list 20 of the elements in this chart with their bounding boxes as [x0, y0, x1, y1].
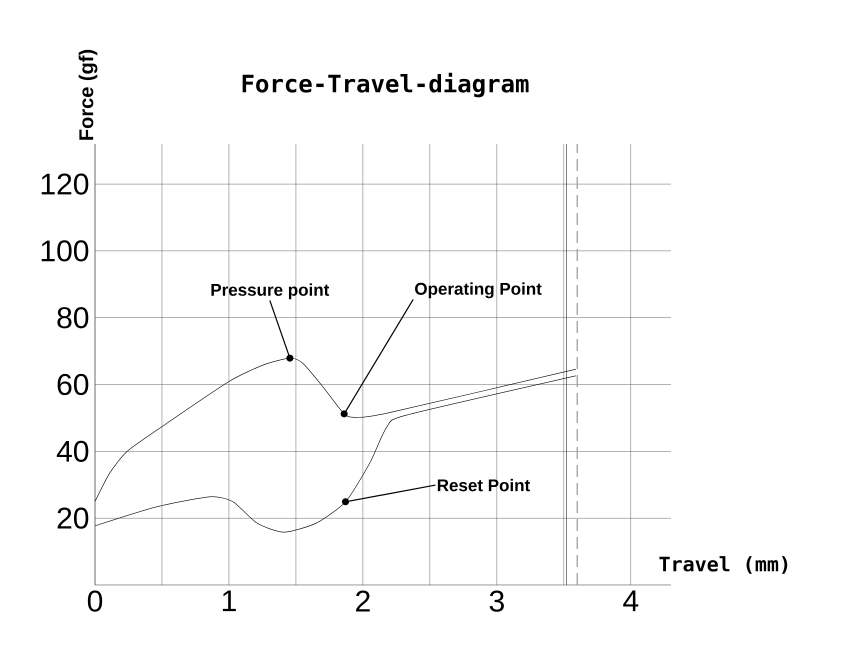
y-tick-label: 120: [42, 173, 88, 195]
x-tick-label: 1: [222, 590, 236, 612]
point: [286, 354, 294, 362]
x-tick-label: 0: [88, 590, 102, 612]
annotation: Operating Point: [415, 282, 542, 298]
x-axis-title: Travel (mm): [659, 556, 788, 574]
y-tick-label: 60: [58, 374, 88, 396]
point: [340, 410, 348, 418]
x-tick-label: 4: [623, 590, 638, 612]
point: [342, 498, 349, 506]
annotation: Reset Point: [438, 478, 530, 492]
y-tick-label: 20: [58, 508, 88, 529]
x-tick-label: 3: [490, 590, 504, 612]
chart-title: Force-Travel-diagram: [242, 72, 529, 98]
y-tick-label: 80: [57, 307, 88, 328]
y-tick-label: 100: [42, 240, 88, 262]
y-axis-title: Force (gf): [78, 50, 98, 140]
y-tick-label: 40: [56, 440, 88, 462]
x-tick-label: 2: [356, 590, 370, 612]
annotation: Pressure point: [211, 283, 330, 300]
